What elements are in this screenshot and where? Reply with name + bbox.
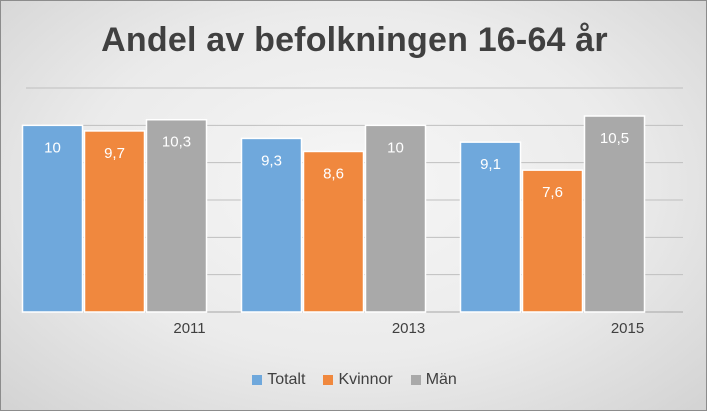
bar-kvinnor-2011 (83, 130, 146, 313)
bar-män-2013 (364, 124, 427, 313)
chart-title: Andel av befolkningen 16-64 år (101, 21, 608, 59)
data-label: 9,3 (261, 152, 282, 169)
legend-label-totalt: Totalt (267, 371, 306, 388)
legend-swatch-totalt (252, 375, 263, 385)
bar-män-2015 (583, 115, 646, 313)
data-label: 10 (387, 139, 404, 156)
x-tick-label: 2013 (392, 320, 425, 337)
bar-kvinnor-2013 (302, 150, 365, 313)
data-label: 8,6 (323, 165, 344, 182)
legend-swatch-man (410, 375, 421, 385)
legend-label-man: Män (425, 371, 457, 388)
bar-totalt-2011 (21, 124, 84, 313)
data-label: 7,6 (542, 184, 563, 201)
data-label: 10,3 (162, 134, 191, 151)
legend-item-man: Män (410, 371, 457, 389)
bar-totalt-2015 (459, 141, 522, 313)
bar-kvinnor-2015 (521, 169, 584, 313)
data-label: 10,5 (600, 130, 629, 147)
bar-totalt-2013 (240, 137, 303, 313)
legend-swatch-kvinnor (323, 375, 334, 385)
legend-item-kvinnor: Kvinnor (323, 371, 393, 389)
data-label: 9,7 (104, 145, 125, 162)
data-label: 10 (44, 139, 61, 156)
data-label: 9,1 (480, 156, 501, 173)
x-tick-label: 2015 (611, 320, 644, 337)
x-tick-label: 2011 (173, 320, 205, 337)
legend-item-totalt: Totalt (252, 371, 305, 389)
chart-legend: Totalt Kvinnor Män (1, 371, 707, 389)
legend-label-kvinnor: Kvinnor (338, 371, 393, 388)
bar-män-2011 (145, 118, 208, 313)
